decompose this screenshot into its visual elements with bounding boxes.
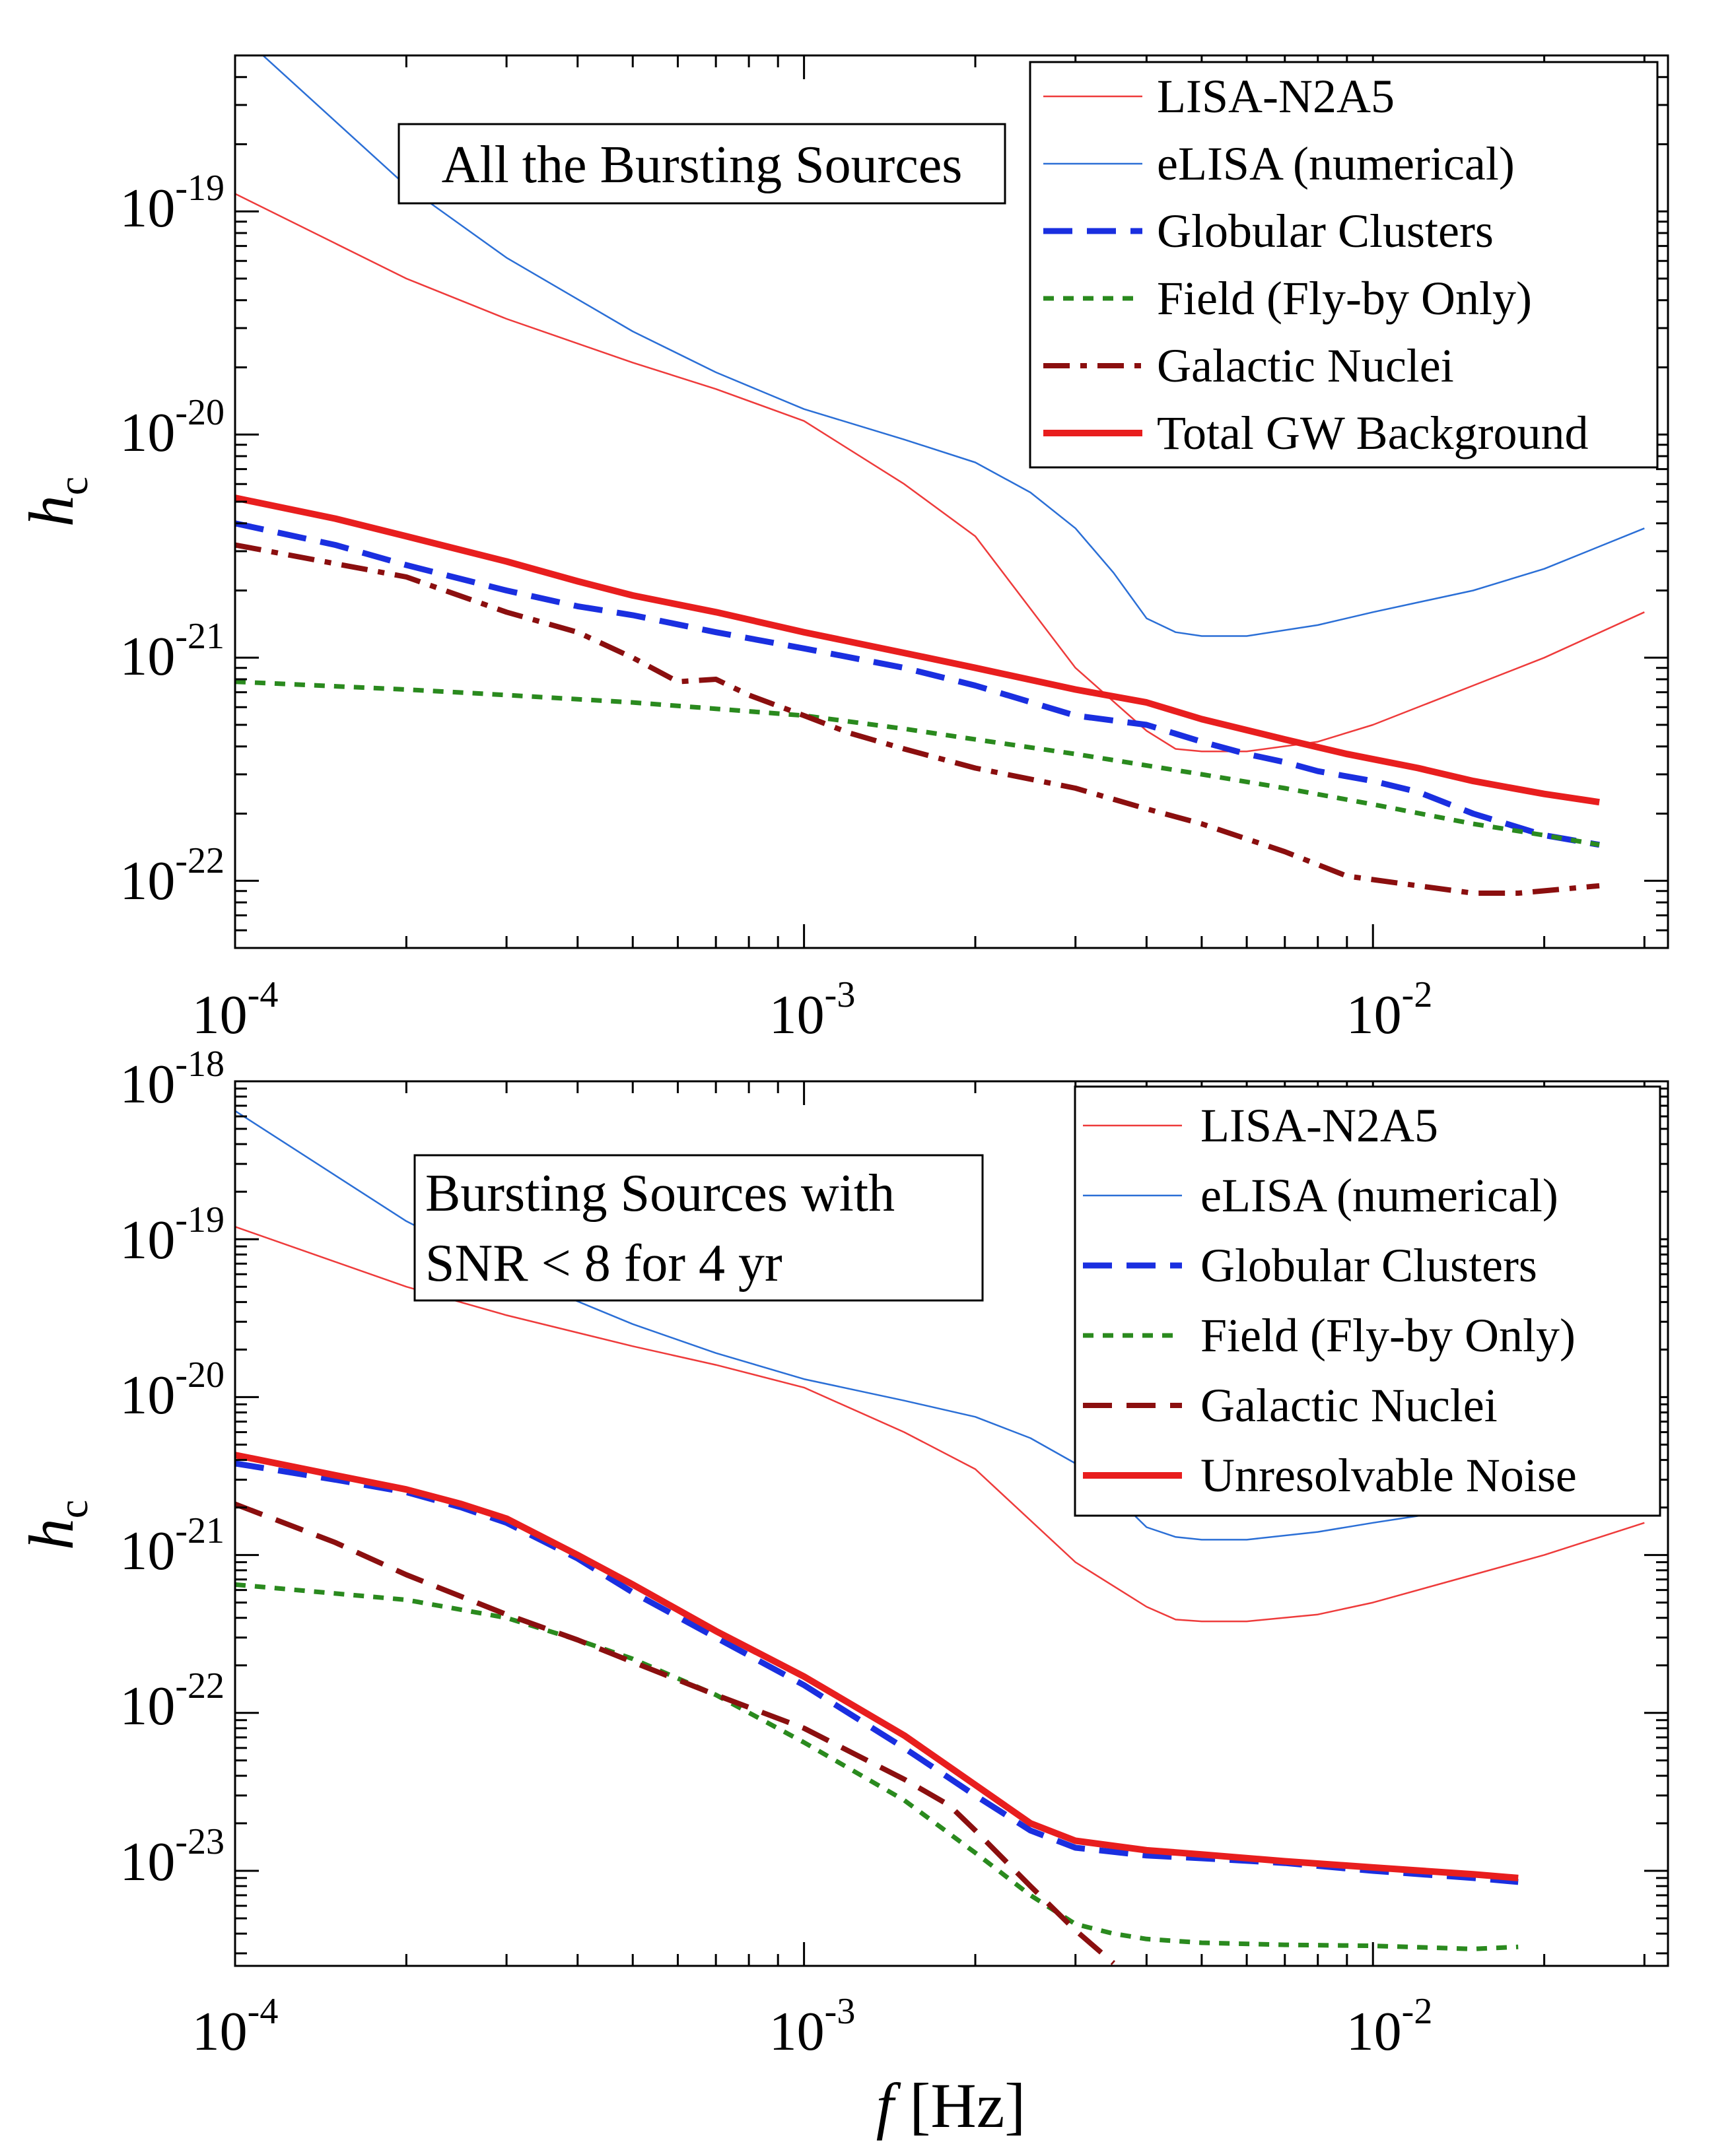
top-panel: 10-22 10-21 10-20 10-19 10-4 10-3 10-2 h… [16,54,1669,1046]
top-ytick-label-1e-22: 10-22 [120,840,225,912]
bottom-y-axis-title: hc [16,1500,96,1550]
top-series-total-gw-background [235,494,1600,806]
top-legend-frame [1029,61,1659,469]
top-y-axis-title: hc [16,477,96,527]
top-xtick-label-1e-2: 10-2 [1346,974,1433,1046]
top-ytick-label-1e-19: 10-19 [120,168,225,239]
bottom-xtick-label-1e-3: 10-3 [769,1991,856,2062]
bottom-series-unresolvable-noise [235,1452,1519,1881]
top-legend-label-globular: Globular Clusters [1157,205,1494,257]
top-legend: LISA-N2A5 eLISA (numerical) Globular Clu… [1029,61,1659,469]
bottom-panel: 10-23 10-22 10-21 10-20 10-19 10-18 10-4… [16,1044,1669,2141]
top-ytick-label-1e-20: 10-20 [120,392,225,463]
bottom-series-galactic-nuclei [235,1501,1116,1965]
top-ytick-label-1e-21: 10-21 [120,616,225,687]
bottom-plot-frame [234,1080,1669,1967]
top-xtick-label-1e-3: 10-3 [769,974,856,1046]
bottom-series-layer [235,1110,1645,1965]
top-annotation-text: All the Bursting Sources [442,136,963,194]
bottom-legend-frame [1074,1085,1661,1517]
bottom-x-axis-title: f [Hz] [876,2070,1026,2141]
bottom-legend: LISA-N2A5 eLISA (numerical) Globular Clu… [1074,1085,1661,1517]
bottom-legend-label-globular: Globular Clusters [1200,1239,1537,1292]
bottom-ytick-label-1e-21: 10-21 [120,1510,225,1582]
top-legend-label-nuclei: Galactic Nuclei [1157,339,1454,392]
top-legend-label-field: Field (Fly-by Only) [1157,272,1532,325]
bottom-annotation-box: Bursting Sources with SNR < 8 for 4 yr [413,1154,984,1302]
bottom-legend-label-nuclei: Galactic Nuclei [1200,1379,1498,1432]
top-annotation-frame [398,123,1006,205]
bottom-annotation-frame [413,1154,984,1302]
top-series-elisa-numerical [261,55,1645,637]
bottom-ytick-label-1e-23: 10-23 [120,1821,225,1893]
bottom-ytick-label-1e-19: 10-19 [120,1199,225,1271]
top-series-field-fly-by-only [235,679,1600,848]
bottom-legend-label-field: Field (Fly-by Only) [1200,1309,1576,1362]
bottom-legend-label-noise: Unresolvable Noise [1200,1449,1577,1502]
bottom-xtick-label-1e-4: 10-4 [192,1991,279,2062]
bottom-annotation-line-1: Bursting Sources with [425,1164,895,1223]
top-series-layer [235,55,1645,896]
top-legend-label-elisa: eLISA (numerical) [1157,137,1515,190]
bottom-legend-label-lisa: LISA-N2A5 [1200,1099,1438,1152]
top-annotation-box: All the Bursting Sources [398,123,1006,205]
bottom-legend-label-elisa: eLISA (numerical) [1200,1169,1558,1222]
top-series-galactic-nuclei [235,542,1600,896]
bottom-ytick-label-1e-18: 10-18 [120,1044,225,1115]
bottom-ytick-label-1e-22: 10-22 [120,1666,225,1737]
top-xtick-label-1e-4: 10-4 [192,974,279,1046]
top-legend-label-total: Total GW Background [1157,407,1588,459]
bottom-ytick-label-1e-20: 10-20 [120,1355,225,1426]
bottom-annotation-line-2: SNR < 8 for 4 yr [425,1234,782,1293]
bottom-xtick-label-1e-2: 10-2 [1346,1991,1433,2062]
top-series-globular-clusters [235,520,1600,848]
bottom-series-lisa-n2a5 [235,1226,1645,1623]
top-series-lisa-n2a5 [235,193,1645,753]
top-legend-label-lisa: LISA-N2A5 [1157,70,1395,123]
bottom-series-field-fly-by-only [235,1582,1519,1951]
